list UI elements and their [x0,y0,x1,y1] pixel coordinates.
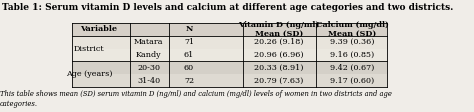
Text: 60: 60 [184,64,194,72]
Text: Matara: Matara [134,38,164,46]
Text: Kandy: Kandy [136,51,162,59]
Text: Calcium (mg/dl)
Mean (SD): Calcium (mg/dl) Mean (SD) [316,21,389,38]
Bar [72,48,387,61]
Text: This table shows mean (SD) serum vitamin D (ng/ml) and calcium (mg/dl) levels of: This table shows mean (SD) serum vitamin… [0,90,392,108]
Text: District: District [74,45,105,53]
Text: 72: 72 [184,77,194,85]
Text: N: N [185,25,193,33]
Bar [72,61,387,74]
Text: 20.79 (7.63): 20.79 (7.63) [254,77,303,85]
Text: Vitamin D (ng/ml)
Mean (SD): Vitamin D (ng/ml) Mean (SD) [238,21,319,38]
Text: 20-30: 20-30 [137,64,160,72]
Text: 9.39 (0.36): 9.39 (0.36) [330,38,374,46]
Text: 20.26 (9.18): 20.26 (9.18) [254,38,303,46]
Bar [72,74,387,87]
Text: Variable: Variable [81,25,118,33]
Text: 9.42 (0.67): 9.42 (0.67) [330,64,374,72]
Bar [72,36,387,48]
Text: 71: 71 [184,38,194,46]
Bar [72,23,387,36]
Text: 61: 61 [184,51,194,59]
Text: 31-40: 31-40 [137,77,160,85]
Text: 20.33 (8.91): 20.33 (8.91) [254,64,303,72]
Text: Table 1: Serum vitamin D levels and calcium at different age categories and two : Table 1: Serum vitamin D levels and calc… [2,3,453,12]
Text: 9.17 (0.60): 9.17 (0.60) [330,77,374,85]
Text: 20.96 (6.96): 20.96 (6.96) [254,51,303,59]
Text: Age (years): Age (years) [66,70,112,78]
Text: 9.16 (0.85): 9.16 (0.85) [330,51,374,59]
